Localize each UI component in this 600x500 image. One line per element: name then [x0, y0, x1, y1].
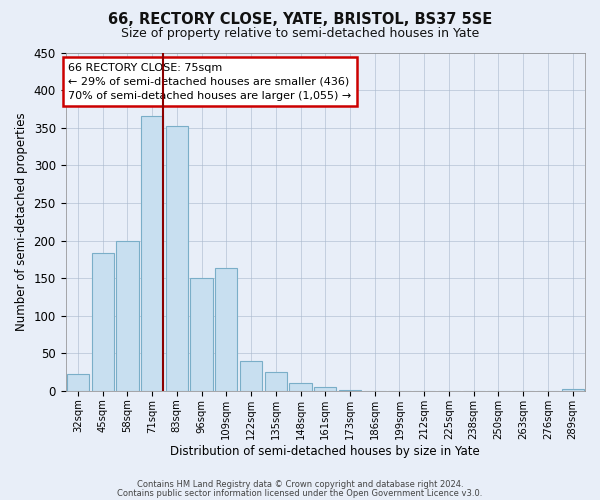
Y-axis label: Number of semi-detached properties: Number of semi-detached properties [15, 112, 28, 331]
Bar [215, 268, 238, 391]
Bar [562, 390, 584, 391]
Bar [314, 387, 337, 391]
Text: Contains public sector information licensed under the Open Government Licence v3: Contains public sector information licen… [118, 488, 482, 498]
Bar [67, 374, 89, 391]
Bar [190, 278, 213, 391]
Text: 66 RECTORY CLOSE: 75sqm
← 29% of semi-detached houses are smaller (436)
70% of s: 66 RECTORY CLOSE: 75sqm ← 29% of semi-de… [68, 62, 352, 100]
Bar [339, 390, 361, 391]
Bar [141, 116, 163, 391]
Bar [265, 372, 287, 391]
Bar [289, 384, 311, 391]
Text: Size of property relative to semi-detached houses in Yate: Size of property relative to semi-detach… [121, 28, 479, 40]
Bar [116, 240, 139, 391]
Bar [92, 254, 114, 391]
Text: 66, RECTORY CLOSE, YATE, BRISTOL, BS37 5SE: 66, RECTORY CLOSE, YATE, BRISTOL, BS37 5… [108, 12, 492, 28]
X-axis label: Distribution of semi-detached houses by size in Yate: Distribution of semi-detached houses by … [170, 444, 480, 458]
Text: Contains HM Land Registry data © Crown copyright and database right 2024.: Contains HM Land Registry data © Crown c… [137, 480, 463, 489]
Bar [240, 361, 262, 391]
Bar [166, 126, 188, 391]
